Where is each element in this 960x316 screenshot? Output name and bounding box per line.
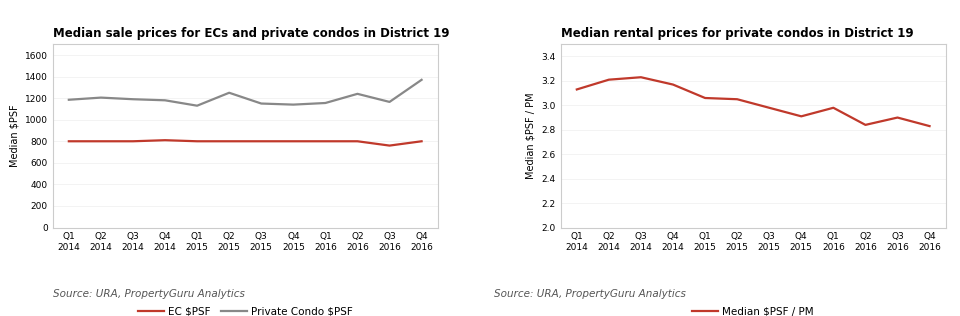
Y-axis label: Median $PSF / PM: Median $PSF / PM [526, 93, 536, 179]
Private Condo $PSF [159, 98, 171, 102]
Median $PSF / PM [796, 114, 807, 118]
Text: Median rental prices for private condos in District 19: Median rental prices for private condos … [561, 27, 913, 40]
Private Condo $PSF [191, 104, 203, 107]
EC $PSF [191, 139, 203, 143]
EC $PSF [320, 139, 331, 143]
EC $PSF [159, 138, 171, 142]
Private Condo $PSF [416, 78, 427, 82]
Median $PSF / PM [763, 106, 775, 110]
Y-axis label: Median $PSF: Median $PSF [10, 105, 19, 167]
Private Condo $PSF [63, 98, 75, 102]
Median $PSF / PM [636, 75, 647, 79]
Median $PSF / PM [732, 97, 743, 101]
Private Condo $PSF [384, 100, 396, 104]
Median $PSF / PM [667, 83, 679, 87]
Private Condo $PSF [320, 101, 331, 105]
Text: Median sale prices for ECs and private condos in District 19: Median sale prices for ECs and private c… [53, 27, 449, 40]
Private Condo $PSF [128, 97, 139, 101]
Median $PSF / PM [924, 124, 935, 128]
Private Condo $PSF [351, 92, 363, 96]
Text: Source: URA, PropertyGuru Analytics: Source: URA, PropertyGuru Analytics [494, 289, 686, 299]
EC $PSF [224, 139, 235, 143]
Median $PSF / PM [571, 88, 583, 91]
EC $PSF [95, 139, 107, 143]
EC $PSF [288, 139, 300, 143]
Line: EC $PSF: EC $PSF [69, 140, 421, 146]
Text: Source: URA, PropertyGuru Analytics: Source: URA, PropertyGuru Analytics [53, 289, 245, 299]
EC $PSF [63, 139, 75, 143]
Line: Private Condo $PSF: Private Condo $PSF [69, 80, 421, 106]
EC $PSF [384, 144, 396, 148]
Median $PSF / PM [603, 78, 614, 82]
Median $PSF / PM [699, 96, 710, 100]
Median $PSF / PM [859, 123, 871, 127]
Private Condo $PSF [224, 91, 235, 95]
EC $PSF [255, 139, 267, 143]
Line: Median $PSF / PM: Median $PSF / PM [577, 77, 929, 126]
EC $PSF [351, 139, 363, 143]
EC $PSF [128, 139, 139, 143]
Median $PSF / PM [892, 116, 903, 119]
Legend: EC $PSF, Private Condo $PSF: EC $PSF, Private Condo $PSF [133, 302, 357, 316]
Private Condo $PSF [95, 96, 107, 100]
EC $PSF [416, 139, 427, 143]
Median $PSF / PM [828, 106, 839, 110]
Private Condo $PSF [288, 103, 300, 106]
Legend: Median $PSF / PM: Median $PSF / PM [688, 302, 818, 316]
Private Condo $PSF [255, 102, 267, 106]
